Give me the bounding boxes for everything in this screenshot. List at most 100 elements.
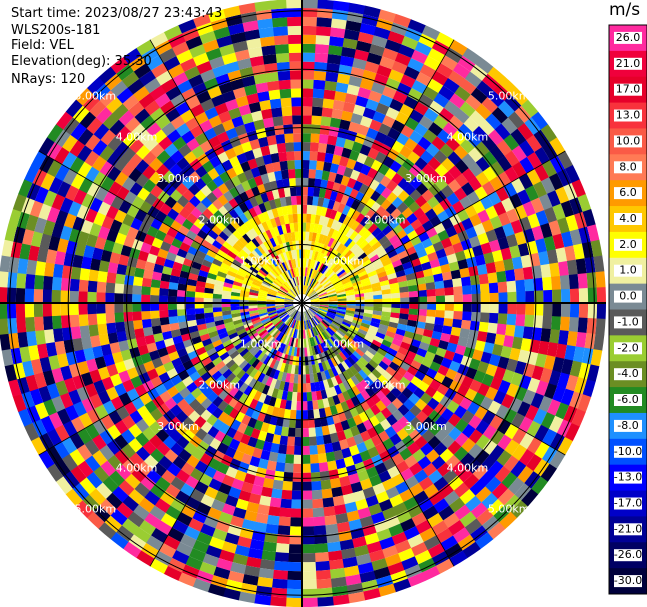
colorbar-tick-bg [614, 368, 642, 381]
ppi-cell [381, 258, 392, 267]
ppi-cell [391, 421, 404, 434]
ppi-cell [224, 343, 235, 352]
ppi-cell [267, 293, 277, 298]
ppi-cell [395, 481, 410, 495]
ppi-cell [150, 294, 160, 303]
ppi-cell [485, 113, 502, 130]
ppi-cell [255, 467, 267, 478]
ppi-cell [308, 268, 314, 278]
ppi-cell [254, 349, 263, 359]
ppi-cell [211, 370, 223, 381]
ppi-cell [88, 324, 99, 337]
ring-label: 3.00km [405, 172, 447, 185]
ppi-cell [129, 247, 141, 260]
ppi-cell [469, 110, 486, 127]
colorbar-tick-label: -13.0 [614, 471, 642, 484]
ppi-cell [398, 280, 408, 288]
ppi-cell [142, 440, 157, 455]
ppi-cell [234, 216, 245, 227]
ppi-cell [296, 249, 300, 259]
ppi-cell [391, 119, 406, 133]
ppi-cell [487, 66, 506, 84]
ppi-cell [12, 193, 27, 212]
ppi-cell [219, 245, 230, 255]
ppi-cell [468, 429, 483, 444]
ppi-cell [114, 449, 130, 465]
ppi-cell [320, 253, 327, 264]
ppi-cell [284, 133, 294, 143]
ppi-cell [174, 213, 187, 226]
ppi-cell [279, 160, 289, 171]
ppi-cell [344, 237, 353, 248]
ppi-cell [110, 396, 124, 411]
ppi-cell [193, 13, 212, 28]
ppi-cell [285, 223, 291, 234]
ppi-cell [315, 35, 331, 46]
ppi-cell [155, 70, 173, 86]
ppi-cell [399, 518, 416, 532]
ppi-cell [262, 53, 278, 65]
ppi-cell [269, 227, 277, 238]
ppi-cell [109, 373, 123, 387]
ppi-cell [321, 279, 330, 287]
ppi-cell [165, 483, 181, 498]
ppi-cell [250, 428, 261, 440]
ppi-cell [368, 325, 379, 332]
ppi-cell [188, 517, 204, 532]
ppi-cell [85, 423, 100, 440]
ppi-cell [284, 326, 290, 335]
ppi-cell [185, 117, 200, 131]
ppi-cell [276, 321, 285, 330]
ppi-cell [131, 355, 144, 368]
ppi-cell [389, 98, 404, 112]
ppi-cell [196, 318, 206, 326]
ppi-cell [305, 338, 309, 348]
ppi-cell [285, 445, 295, 455]
ppi-cell [304, 276, 308, 286]
ppi-cell [179, 207, 191, 219]
ppi-cell [384, 244, 395, 254]
ppi-cell [206, 179, 219, 192]
ppi-cell [557, 217, 570, 234]
ppi-cell [370, 511, 386, 525]
ppi-cell [75, 500, 94, 518]
ppi-cell [464, 495, 482, 512]
ppi-cell [320, 479, 332, 490]
ppi-cell [262, 332, 271, 341]
ppi-cell [283, 187, 291, 198]
ppi-cell [228, 208, 240, 220]
ppi-cell [472, 244, 484, 257]
ppi-cell [351, 453, 363, 465]
ppi-cell [256, 245, 266, 255]
ppi-cell [313, 260, 319, 270]
ppi-cell [276, 244, 283, 254]
ppi-cell [422, 86, 439, 101]
ppi-cell [364, 306, 374, 311]
ppi-cell [289, 268, 294, 278]
ppi-cell [322, 216, 330, 227]
ppi-cell [318, 309, 328, 314]
ppi-cell [146, 368, 159, 381]
ppi-cell [225, 359, 236, 369]
colorbar-tick-bg [614, 135, 642, 148]
ppi-cell [310, 279, 316, 288]
ppi-cell [285, 345, 291, 355]
ppi-cell [148, 349, 161, 361]
ppi-cell [323, 506, 336, 517]
ppi-cell [327, 550, 343, 561]
colorbar-tick-label: 4.0 [619, 212, 637, 225]
ppi-cell [207, 272, 217, 280]
ppi-cell [262, 477, 275, 489]
ppi-cell [422, 462, 438, 477]
ppi-cell [142, 413, 157, 427]
ppi-cell [389, 254, 401, 264]
ppi-cell [149, 505, 166, 521]
ppi-cell [260, 267, 269, 275]
ppi-cell [457, 230, 470, 243]
ppi-cell [140, 241, 152, 254]
ppi-cell [431, 70, 449, 86]
ppi-cell [253, 73, 268, 85]
ppi-cell [292, 213, 298, 223]
ppi-cell [225, 466, 238, 479]
ppi-cell [303, 285, 306, 295]
